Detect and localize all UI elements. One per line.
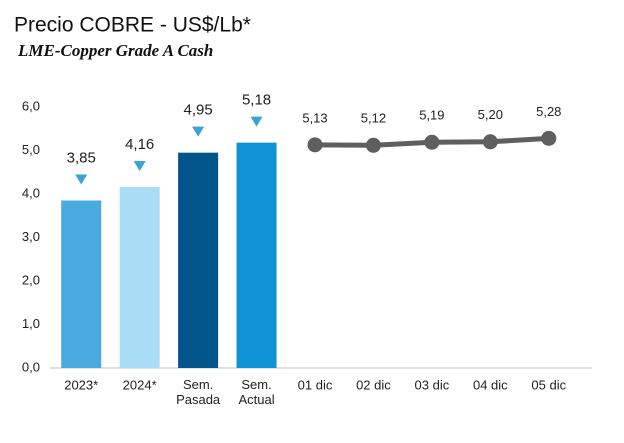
- value-label: 4,95: [184, 102, 213, 119]
- y-tick-label: 3,0: [22, 229, 40, 244]
- x-tick-label: 03 dic: [415, 377, 450, 392]
- y-tick-label: 4,0: [22, 185, 40, 200]
- value-label: 3,85: [67, 149, 96, 166]
- x-tick-label: 02 dic: [356, 377, 391, 392]
- point: [541, 130, 557, 146]
- point: [365, 137, 381, 153]
- value-label: 5,18: [242, 92, 271, 109]
- y-tick-label: 2,0: [22, 272, 40, 287]
- bar: [236, 142, 277, 368]
- marker-arrow: [75, 174, 88, 185]
- y-tick-label: 0,0: [22, 359, 40, 374]
- marker-arrow: [250, 116, 263, 127]
- marker-arrow: [192, 126, 205, 137]
- bar: [178, 152, 219, 368]
- y-tick-label: 5,0: [22, 142, 40, 157]
- x-tick-label: 01 dic: [298, 377, 333, 392]
- value-label: 4,16: [125, 136, 154, 153]
- bar: [61, 200, 102, 368]
- bar: [119, 187, 160, 368]
- value-label: 5,20: [478, 107, 503, 122]
- value-label: 5,19: [419, 108, 444, 123]
- chart-subtitle: LME-Copper Grade A Cash: [17, 41, 213, 60]
- point: [482, 134, 498, 150]
- value-label: 5,13: [302, 110, 327, 125]
- point: [307, 137, 323, 153]
- x-tick-label: 2024*: [123, 377, 157, 392]
- x-tick-label: Sem. Pasada: [176, 377, 221, 407]
- x-tick-label: Sem. Actual: [238, 377, 274, 407]
- value-label: 5,12: [361, 111, 386, 126]
- value-label: 5,28: [536, 104, 561, 119]
- x-tick-label: 2023*: [64, 377, 98, 392]
- x-tick-label: 04 dic: [473, 377, 508, 392]
- point: [424, 134, 440, 150]
- marker-arrow: [133, 161, 146, 172]
- x-tick-label: 05 dic: [531, 377, 566, 392]
- y-tick-label: 6,0: [22, 98, 40, 113]
- chart-title: Precio COBRE - US$/Lb*: [14, 14, 251, 37]
- y-tick-label: 1,0: [22, 316, 40, 331]
